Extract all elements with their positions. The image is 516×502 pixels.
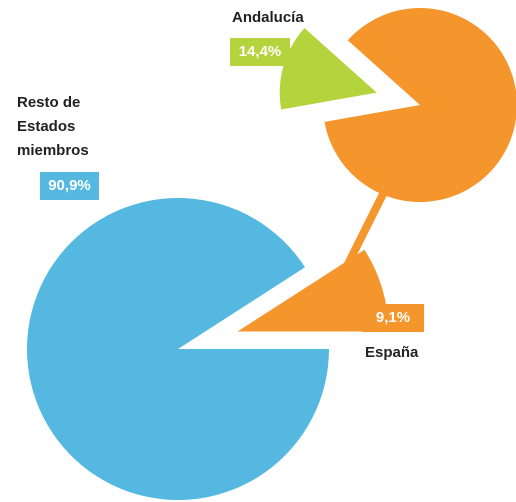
pie-slice [324,7,516,202]
slice-label: España [365,344,419,361]
pie-slice [27,198,330,500]
value-label: 14,4% [230,38,290,66]
pie-slice [279,27,377,110]
slice-label: Andalucía [232,9,304,26]
slice-label: Resto de Estados miembros [17,94,89,159]
pie-slice [237,249,389,332]
value-label: 90,9% [40,172,99,200]
value-label: 9,1% [362,304,424,332]
